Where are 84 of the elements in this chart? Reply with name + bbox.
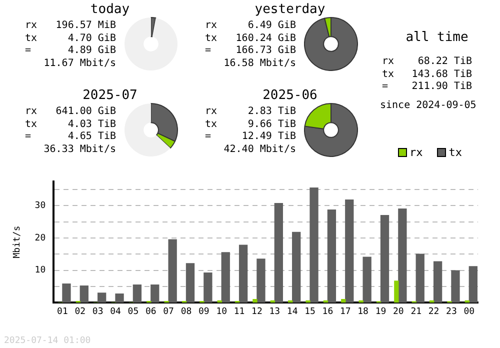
- x-tick-label: 14: [286, 306, 298, 318]
- x-tick-label: 11: [234, 306, 245, 318]
- bar: [380, 215, 390, 303]
- bar: [468, 266, 478, 303]
- y-axis-title: Mbit/s: [12, 226, 23, 258]
- text: = 4.89 GiB: [25, 45, 116, 56]
- bar: [132, 284, 142, 303]
- chart-title: today: [90, 2, 130, 17]
- bar: [150, 284, 160, 303]
- text: 16.58 Mbit/s: [224, 58, 296, 70]
- x-tick-label: 04: [110, 306, 121, 318]
- bar: [341, 299, 346, 303]
- text: tx 160.24 GiB: [205, 32, 296, 44]
- legend-label: rx: [410, 146, 423, 159]
- bar: [433, 261, 442, 303]
- bar: [451, 270, 460, 303]
- x-tick-label: 02: [74, 306, 86, 318]
- x-tick-label: 10: [216, 306, 228, 318]
- text: = 4.65 TiB: [25, 131, 116, 142]
- text: = 211.90 TiB: [382, 81, 472, 92]
- bar: [238, 244, 248, 303]
- x-tick-label: 07: [163, 306, 174, 318]
- bar: [398, 208, 407, 303]
- bar: [80, 285, 88, 303]
- text: tx 143.68 TiB: [382, 68, 472, 80]
- chart-title: yesterday: [254, 2, 326, 17]
- x-tick-label: 15: [304, 306, 316, 318]
- x-tick-label: 16: [322, 306, 334, 318]
- text: since 2024-09-05: [380, 100, 476, 112]
- chart-title: 2025-06: [262, 88, 318, 103]
- x-tick-label: 09: [198, 306, 210, 318]
- text: 36.33 Mbit/s: [44, 144, 116, 156]
- text: rx 6.49 GiB: [205, 20, 296, 31]
- bar: [274, 203, 283, 303]
- bar: [256, 258, 266, 303]
- x-tick-label: 23: [446, 306, 457, 318]
- x-tick-label: 21: [410, 306, 422, 318]
- bar: [362, 256, 372, 303]
- bar: [252, 299, 258, 303]
- y-tick-label: 20: [34, 233, 46, 244]
- x-tick-label: 00: [464, 306, 475, 318]
- bar: [327, 210, 336, 303]
- bar: [168, 239, 177, 303]
- x-tick-label: 05: [128, 306, 139, 318]
- bar: [204, 272, 212, 303]
- text: 11.67 Mbit/s: [44, 58, 116, 70]
- x-tick-label: 19: [375, 306, 386, 318]
- text: tx 4.70 GiB: [25, 32, 116, 44]
- y-tick-label: 10: [34, 266, 46, 276]
- bar: [345, 199, 354, 303]
- x-tick-label: 20: [393, 306, 404, 318]
- x-tick-label: 01: [57, 306, 68, 318]
- bar: [358, 300, 364, 303]
- text: 42.40 Mbit/s: [224, 144, 296, 156]
- text: rx 641.00 GiB: [25, 106, 116, 117]
- text: = 12.49 TiB: [205, 131, 296, 142]
- y-tick-label: 30: [34, 200, 46, 211]
- text: tx 9.66 TiB: [205, 118, 296, 130]
- bar: [306, 300, 310, 303]
- bar: [416, 254, 424, 303]
- x-tick-label: 12: [252, 306, 262, 318]
- bar: [186, 263, 195, 303]
- text: rx 196.57 MiB: [25, 20, 116, 31]
- x-tick-label: 22: [428, 306, 440, 318]
- x-tick-label: 17: [340, 306, 351, 318]
- legend-label: tx: [448, 146, 462, 159]
- text: all time: [406, 30, 468, 45]
- bar: [394, 280, 399, 303]
- text: rx 2.83 TiB: [205, 106, 296, 117]
- x-tick-label: 08: [180, 306, 192, 318]
- x-tick-label: 13: [269, 306, 280, 318]
- bar: [98, 292, 106, 303]
- bar: [115, 294, 124, 303]
- x-tick-label: 06: [145, 306, 156, 318]
- x-tick-label: 18: [358, 306, 368, 318]
- x-tick-label: 03: [92, 306, 104, 318]
- bar: [310, 188, 318, 303]
- bar: [221, 252, 230, 303]
- bar: [62, 284, 71, 303]
- text: rx 68.22 TiB: [382, 56, 472, 67]
- text: = 166.73 GiB: [205, 45, 296, 56]
- bar: [292, 232, 301, 303]
- text: tx 4.03 TiB: [25, 118, 116, 130]
- chart-title: 2025-07: [82, 88, 138, 103]
